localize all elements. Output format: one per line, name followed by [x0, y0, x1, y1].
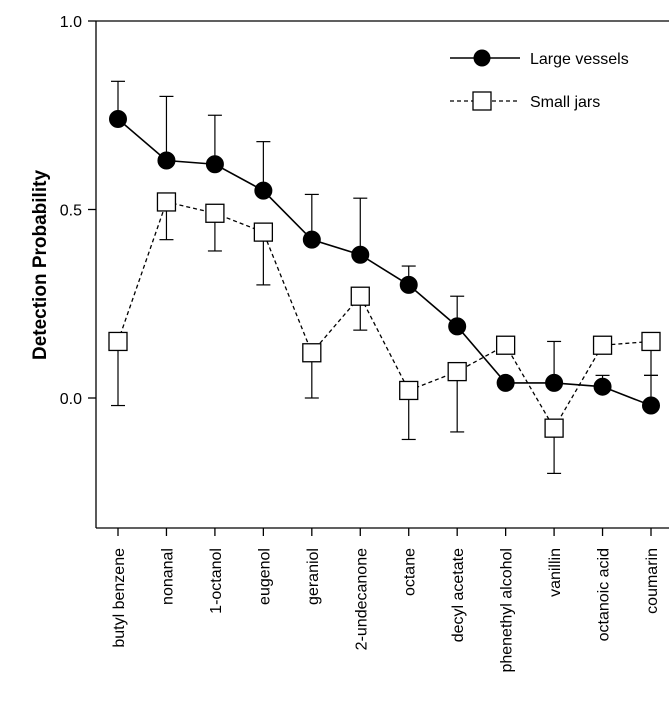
- x-tick-label: butyl benzene: [111, 548, 128, 648]
- data-point-large-vessels: [302, 230, 321, 249]
- legend-label: Large vessels: [530, 51, 629, 68]
- data-point-small-jars: [544, 418, 564, 438]
- data-point-small-jars: [641, 331, 661, 352]
- series-line-small-jars: [117, 201, 652, 430]
- data-point-large-vessels: [205, 155, 224, 174]
- data-point-small-jars: [399, 380, 419, 401]
- x-tick-label: 1-octanol: [208, 548, 225, 614]
- data-point-small-jars: [302, 343, 322, 363]
- x-tick-label: decyl acetate: [450, 548, 467, 642]
- x-tick-label: coumarin: [644, 548, 661, 614]
- legend-marker: [472, 91, 492, 111]
- data-point-small-jars: [205, 203, 225, 223]
- data-point-small-jars: [495, 335, 516, 355]
- data-point-large-vessels: [545, 373, 564, 392]
- x-tick-label: phenethyl alcohol: [499, 548, 516, 673]
- data-point-small-jars: [108, 331, 128, 352]
- data-point-large-vessels: [496, 373, 515, 392]
- y-axis-title-group: Detection Probability: [30, 170, 51, 360]
- y-tick-label: 1.0: [60, 14, 82, 31]
- axes: 0.0 0.5 1.0 butyl benzene nonanal 1-octanol eu…: [60, 14, 669, 673]
- data-point-small-jars: [592, 335, 613, 355]
- x-tick-label: 2-undecanone: [353, 548, 370, 650]
- data-point-large-vessels: [399, 275, 418, 294]
- legend-label: Small jars: [530, 94, 600, 111]
- data-point-large-vessels: [351, 245, 370, 264]
- data-point-small-jars: [447, 361, 467, 382]
- legend: Large vessels Small jars: [450, 49, 629, 111]
- data-point-large-vessels: [448, 317, 467, 336]
- y-axis-title: Detection Probability: [30, 170, 51, 360]
- data-point-large-vessels: [157, 151, 176, 170]
- x-tick-label: eugenol: [256, 548, 273, 605]
- data-point-large-vessels: [593, 377, 612, 396]
- series-layer: [108, 80, 661, 474]
- x-tick-label: vanillin: [547, 548, 564, 597]
- x-tick-label: octanoic acid: [596, 548, 613, 641]
- y-tick-label: 0.5: [60, 203, 82, 220]
- y-tick-label: 0.0: [60, 391, 82, 408]
- legend-marker: [473, 49, 491, 67]
- series-line-large-vessels: [117, 118, 652, 407]
- data-point-large-vessels: [109, 110, 127, 129]
- data-point-large-vessels: [254, 181, 273, 200]
- x-tick-label: geraniol: [305, 548, 322, 605]
- data-point-large-vessels: [642, 396, 660, 415]
- data-point-small-jars: [156, 192, 177, 212]
- data-point-small-jars: [253, 222, 274, 242]
- x-tick-label: nonanal: [159, 548, 176, 605]
- data-point-small-jars: [350, 286, 370, 306]
- x-tick-label: octane: [402, 548, 419, 596]
